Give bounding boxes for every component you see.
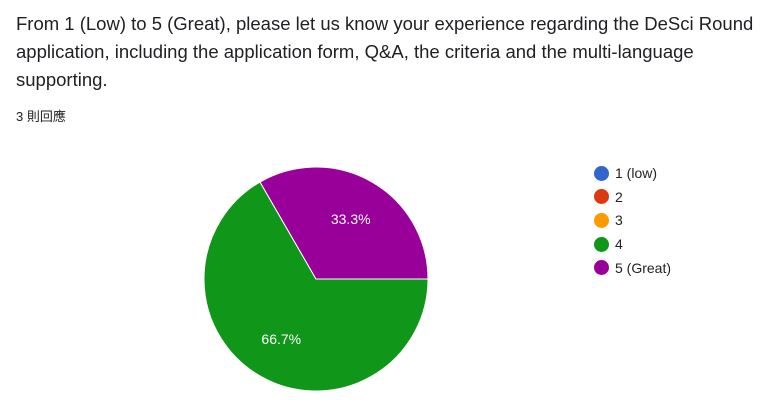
legend-label: 4: [615, 236, 623, 253]
legend-dot-icon: [594, 236, 609, 252]
legend-dot-icon: [594, 260, 609, 276]
legend-label: 2: [615, 188, 623, 205]
legend-item-1[interactable]: 1 (low): [594, 165, 657, 181]
legend-item-2[interactable]: 2: [594, 189, 623, 205]
slice-label-5: 33.3%: [331, 211, 371, 227]
legend-dot-icon: [594, 165, 609, 181]
pie-slice-5[interactable]: [259, 166, 429, 280]
legend-label: 5 (Great): [615, 259, 672, 276]
legend-item-4[interactable]: 4: [594, 236, 623, 252]
slice-label-4: 66.7%: [261, 331, 301, 347]
legend-item-3[interactable]: 3: [594, 212, 623, 228]
legend-item-5[interactable]: 5 (Great): [594, 260, 671, 276]
response-count: 3 則回應: [16, 109, 66, 124]
legend-dot-icon: [594, 189, 609, 205]
legend-label: 3: [615, 212, 623, 229]
question-title: From 1 (Low) to 5 (Great), please let us…: [16, 13, 754, 90]
legend-label: 1 (low): [615, 165, 658, 181]
pie-slice-4[interactable]: [203, 181, 429, 392]
legend-dot-icon: [594, 212, 609, 228]
